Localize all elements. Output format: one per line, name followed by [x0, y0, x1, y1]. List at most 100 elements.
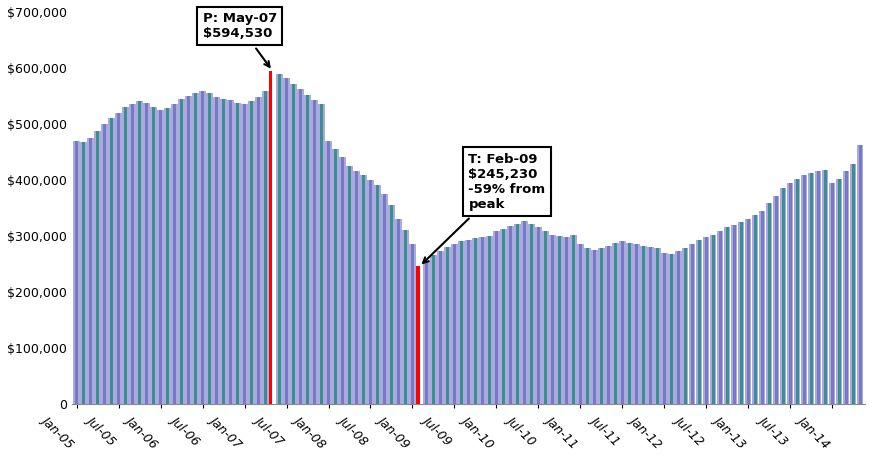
- Bar: [836, 179, 842, 404]
- Bar: [397, 219, 400, 404]
- Bar: [181, 99, 183, 404]
- Bar: [502, 229, 505, 404]
- Bar: [495, 231, 498, 404]
- Bar: [815, 171, 821, 404]
- Bar: [439, 251, 442, 404]
- Bar: [207, 93, 213, 404]
- Bar: [516, 223, 519, 404]
- Bar: [845, 171, 848, 404]
- Bar: [607, 246, 610, 404]
- Bar: [290, 84, 296, 404]
- Bar: [444, 247, 451, 404]
- Bar: [87, 138, 94, 404]
- Bar: [696, 240, 703, 404]
- Bar: [719, 231, 722, 404]
- Bar: [193, 93, 199, 404]
- Bar: [732, 225, 736, 404]
- Bar: [787, 183, 794, 404]
- Bar: [108, 118, 115, 404]
- Bar: [117, 113, 120, 404]
- Bar: [705, 237, 708, 404]
- Text: T: Feb-09
$245,230
-59% from
peak: T: Feb-09 $245,230 -59% from peak: [423, 153, 546, 263]
- Bar: [752, 214, 759, 404]
- Bar: [857, 145, 863, 404]
- Bar: [530, 223, 533, 404]
- Bar: [341, 158, 344, 404]
- Bar: [551, 235, 554, 404]
- Bar: [760, 211, 764, 404]
- Bar: [640, 246, 646, 404]
- Bar: [670, 254, 672, 404]
- Bar: [151, 107, 157, 404]
- Bar: [242, 104, 248, 404]
- Bar: [292, 84, 295, 404]
- Bar: [654, 248, 660, 404]
- Bar: [362, 175, 365, 404]
- Bar: [381, 194, 388, 404]
- Bar: [859, 145, 862, 404]
- Bar: [635, 244, 637, 404]
- Bar: [283, 78, 290, 404]
- Bar: [481, 237, 484, 404]
- Bar: [229, 101, 232, 404]
- Bar: [131, 104, 134, 404]
- Bar: [774, 196, 778, 404]
- Bar: [214, 97, 220, 404]
- Bar: [255, 97, 262, 404]
- Text: P: May-07
$594,530: P: May-07 $594,530: [202, 12, 277, 67]
- Bar: [521, 221, 528, 404]
- Bar: [558, 236, 561, 404]
- Bar: [416, 266, 423, 404]
- Bar: [269, 71, 276, 404]
- Bar: [311, 101, 317, 404]
- Bar: [537, 228, 540, 404]
- Bar: [299, 89, 302, 404]
- Bar: [327, 141, 330, 404]
- Bar: [390, 205, 393, 404]
- Bar: [591, 250, 597, 404]
- Bar: [153, 107, 155, 404]
- Bar: [682, 248, 689, 404]
- Bar: [794, 179, 800, 404]
- Bar: [250, 101, 253, 404]
- Bar: [691, 244, 694, 404]
- Bar: [94, 131, 101, 404]
- Bar: [684, 248, 687, 404]
- Bar: [565, 237, 568, 404]
- Bar: [264, 91, 267, 404]
- Bar: [668, 254, 675, 404]
- Bar: [570, 235, 576, 404]
- Bar: [494, 231, 500, 404]
- Bar: [633, 244, 639, 404]
- Bar: [75, 141, 78, 404]
- Bar: [663, 253, 665, 404]
- Bar: [285, 78, 288, 404]
- Bar: [549, 235, 555, 404]
- Bar: [822, 170, 828, 404]
- Bar: [101, 124, 108, 404]
- Bar: [579, 244, 582, 404]
- Bar: [612, 243, 618, 404]
- Bar: [467, 240, 470, 404]
- Bar: [374, 186, 381, 404]
- Bar: [458, 241, 465, 404]
- Bar: [600, 248, 603, 404]
- Bar: [158, 110, 164, 404]
- Bar: [619, 241, 625, 404]
- Bar: [355, 171, 358, 404]
- Bar: [200, 91, 206, 404]
- Bar: [325, 141, 331, 404]
- Bar: [318, 104, 324, 404]
- Bar: [542, 231, 548, 404]
- Bar: [73, 141, 80, 404]
- Bar: [556, 236, 562, 404]
- Bar: [165, 108, 171, 404]
- Bar: [174, 104, 176, 404]
- Bar: [360, 175, 367, 404]
- Bar: [801, 175, 807, 404]
- Bar: [313, 101, 316, 404]
- Bar: [501, 229, 507, 404]
- Bar: [535, 228, 542, 404]
- Bar: [402, 230, 409, 404]
- Bar: [838, 179, 841, 404]
